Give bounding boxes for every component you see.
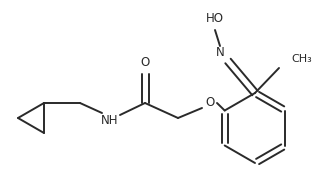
- Text: NH: NH: [101, 113, 119, 127]
- Text: N: N: [216, 46, 225, 60]
- Text: HO: HO: [206, 12, 224, 25]
- Text: CH₃: CH₃: [291, 54, 312, 64]
- Text: O: O: [140, 56, 150, 70]
- Text: O: O: [205, 97, 214, 109]
